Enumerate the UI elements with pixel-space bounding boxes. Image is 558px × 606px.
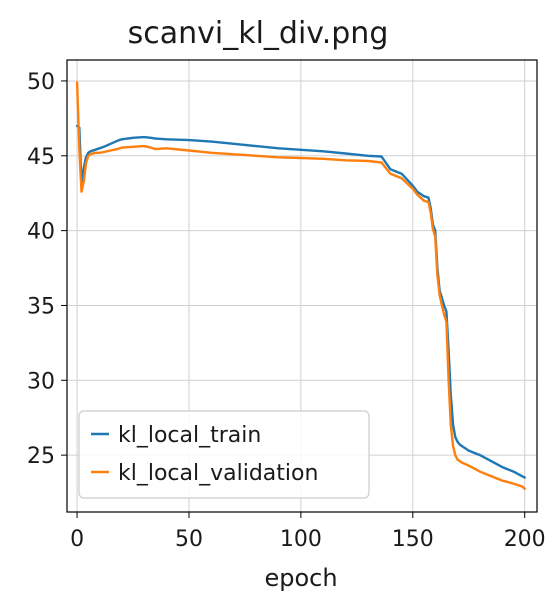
x-tick-label: 150 <box>392 527 434 552</box>
y-tick-label: 40 <box>27 220 55 245</box>
legend-box <box>78 410 370 499</box>
x-ticks: 0 50 100 150 200 <box>70 512 546 552</box>
x-axis-label: epoch <box>264 564 337 592</box>
x-tick-label: 200 <box>504 527 546 552</box>
chart-title: scanvi_kl_div.png <box>128 16 389 51</box>
y-ticks: 25 30 35 40 45 50 <box>27 70 67 469</box>
y-tick-label: 45 <box>27 145 55 170</box>
plot-frame <box>66 59 538 513</box>
series-lines <box>75 81 526 490</box>
y-tick-label: 30 <box>27 369 55 394</box>
legend-label-train: kl_local_train <box>118 423 261 448</box>
x-tick-label: 50 <box>175 527 203 552</box>
y-tick-label: 35 <box>27 294 55 319</box>
y-tick-label: 25 <box>27 444 55 469</box>
y-tick-label: 50 <box>27 70 55 95</box>
series-line-validation <box>75 81 526 490</box>
x-tick-label: 100 <box>280 527 322 552</box>
series-line-train <box>75 124 526 479</box>
x-tick-label: 0 <box>70 527 84 552</box>
legend-label-validation: kl_local_validation <box>118 461 318 486</box>
legend: kl_local_train kl_local_validation <box>78 410 370 499</box>
